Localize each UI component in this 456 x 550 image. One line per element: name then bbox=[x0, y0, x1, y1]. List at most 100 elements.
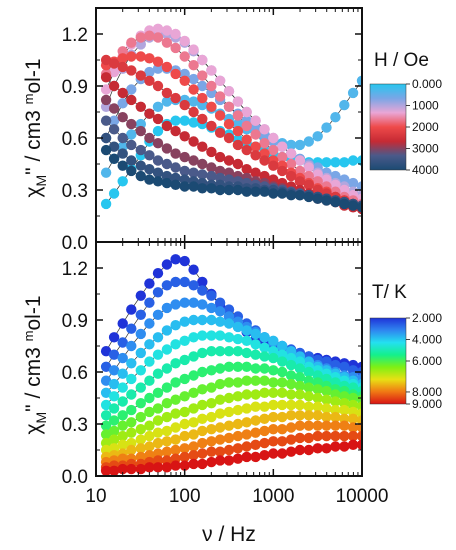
top-data-point bbox=[339, 99, 350, 111]
bottom-data-point bbox=[179, 391, 190, 402]
bottom-data-point bbox=[161, 462, 173, 473]
top-data-point bbox=[223, 118, 235, 130]
top-data-point bbox=[285, 170, 297, 182]
bottom-data-point bbox=[117, 420, 128, 431]
bottom-data-point bbox=[241, 403, 252, 414]
bottom-data-point bbox=[206, 346, 217, 357]
bottom-data-point bbox=[214, 316, 226, 327]
top-data-point bbox=[197, 183, 208, 194]
bottom-data-point bbox=[339, 361, 350, 372]
bottom-data-point bbox=[312, 420, 323, 431]
bottom-data-point bbox=[179, 276, 190, 288]
bottom-data-point bbox=[170, 276, 181, 288]
bottom-data-point bbox=[108, 391, 120, 402]
bottom-data-point bbox=[161, 344, 173, 355]
top-y-tick-label: 0.0 bbox=[62, 233, 88, 254]
bottom-data-point bbox=[214, 434, 226, 445]
bottom-data-point bbox=[356, 430, 362, 442]
bottom-data-point bbox=[179, 373, 190, 385]
bottom-data-point bbox=[197, 413, 208, 424]
colorbar-label: 2000 bbox=[412, 120, 439, 134]
bottom-data-point bbox=[188, 429, 199, 440]
bottom-data-point bbox=[179, 460, 190, 471]
bottom-data-point bbox=[294, 363, 306, 374]
bottom-data-point bbox=[232, 361, 244, 372]
top-data-point bbox=[126, 155, 137, 166]
bottom-data-point bbox=[179, 335, 190, 346]
bottom-data-point bbox=[144, 356, 155, 367]
top-data-point bbox=[170, 68, 181, 80]
top-data-point bbox=[179, 75, 190, 87]
bottom-data-point bbox=[214, 378, 226, 390]
bottom-data-point bbox=[330, 420, 341, 431]
top-data-point bbox=[161, 120, 173, 132]
bottom-data-point bbox=[161, 398, 173, 409]
y-axis-title-part: χ bbox=[22, 186, 45, 197]
top-data-point bbox=[339, 157, 350, 168]
top-data-point bbox=[188, 106, 199, 118]
top-data-point bbox=[188, 167, 199, 178]
bottom-data-point bbox=[330, 441, 341, 452]
bottom-data-point bbox=[356, 422, 362, 433]
top-data-point bbox=[100, 115, 112, 126]
bottom-data-point bbox=[232, 321, 244, 333]
bottom-data-point bbox=[100, 346, 112, 357]
top-data-point bbox=[100, 198, 112, 210]
bottom-data-point bbox=[214, 306, 226, 317]
bottom-data-point bbox=[117, 439, 128, 450]
top-data-point bbox=[100, 144, 112, 156]
bottom-data-point bbox=[152, 332, 164, 343]
bottom-data-point bbox=[330, 396, 341, 407]
bottom-data-point bbox=[170, 339, 181, 350]
bottom-data-point bbox=[321, 385, 332, 397]
bottom-data-point bbox=[259, 437, 270, 449]
top-data-point bbox=[117, 53, 128, 64]
bottom-data-point bbox=[206, 424, 217, 435]
top-data-point bbox=[206, 101, 217, 113]
top-data-point bbox=[268, 132, 279, 144]
bottom-data-point bbox=[250, 363, 261, 374]
top-data-point bbox=[152, 125, 164, 137]
bottom-data-point bbox=[117, 430, 128, 442]
top-data-point bbox=[161, 87, 173, 99]
top-data-point bbox=[108, 58, 120, 69]
bottom-data-point bbox=[188, 450, 199, 461]
top-data-point bbox=[161, 143, 173, 154]
top-data-point bbox=[339, 198, 350, 210]
bottom-data-point bbox=[126, 323, 137, 334]
bottom-data-point bbox=[188, 370, 199, 381]
top-data-point bbox=[144, 30, 155, 41]
bottom-data-point bbox=[268, 335, 279, 346]
top-data-point bbox=[117, 87, 128, 99]
top-data-point bbox=[285, 139, 297, 151]
colorbar-h-bar bbox=[369, 83, 407, 171]
bottom-data-point bbox=[108, 425, 120, 437]
bottom-data-point bbox=[117, 382, 128, 393]
bottom-data-point bbox=[259, 387, 270, 398]
top-y-axis-title-text: χM" / cm3 mol-1 bbox=[21, 58, 49, 197]
top-panel: 0.0 0.3 0.6 0.9 1.2 bbox=[62, 7, 363, 254]
top-data-point bbox=[214, 110, 226, 121]
bottom-data-point bbox=[100, 375, 112, 386]
top-data-point bbox=[268, 144, 279, 156]
bottom-data-point bbox=[250, 328, 261, 340]
bottom-data-point bbox=[321, 411, 332, 423]
bottom-data-point bbox=[250, 339, 261, 350]
top-data-point bbox=[108, 188, 120, 199]
bottom-data-point bbox=[170, 422, 181, 433]
bottom-data-point bbox=[250, 389, 261, 400]
bottom-data-point bbox=[241, 347, 252, 359]
top-data-point bbox=[321, 122, 332, 133]
top-data-point bbox=[294, 155, 306, 166]
top-data-point bbox=[356, 155, 362, 166]
bottom-data-point bbox=[152, 403, 164, 414]
top-data-point bbox=[144, 132, 155, 144]
top-data-point bbox=[223, 132, 235, 144]
bottom-data-point bbox=[241, 389, 252, 400]
bottom-data-point bbox=[170, 394, 181, 405]
bottom-data-point bbox=[241, 335, 252, 346]
bottom-data-point bbox=[268, 365, 279, 376]
top-data-point bbox=[144, 53, 155, 64]
bottom-data-point bbox=[268, 352, 279, 364]
bottom-data-point bbox=[152, 268, 164, 279]
